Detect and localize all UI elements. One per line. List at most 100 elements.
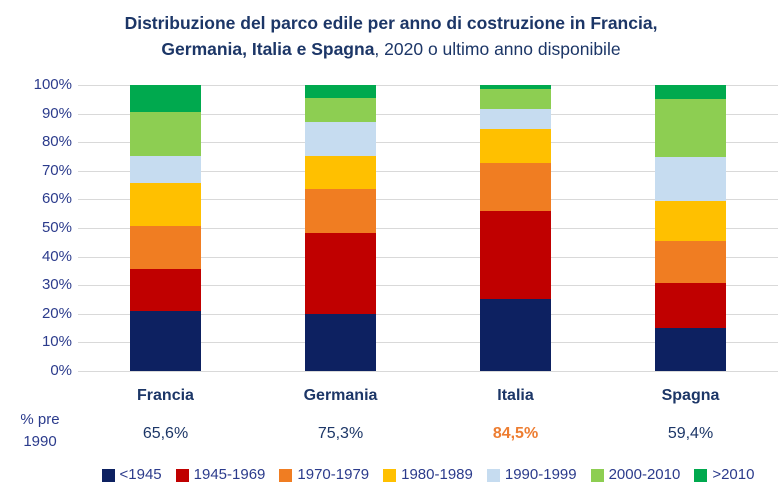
chart-subtitle: , 2020 o ultimo anno disponibile xyxy=(374,39,621,59)
y-tick-label: 90% xyxy=(41,104,72,122)
category-cell: Italia xyxy=(428,385,603,407)
segment-1990-1999 xyxy=(480,109,551,130)
chart-title-line2-bold: Germania, Italia e Spagna xyxy=(161,39,375,59)
bar-slot xyxy=(253,85,428,371)
segment-1990-1999 xyxy=(130,155,201,184)
gridline xyxy=(78,228,778,229)
category-label: Spagna xyxy=(661,387,720,404)
legend-swatch-icon xyxy=(590,468,604,482)
category-cell: Spagna xyxy=(603,385,778,407)
legend-label: <1945 xyxy=(119,466,162,483)
segment-1945-1969 xyxy=(480,211,551,299)
segment-1980-1989 xyxy=(655,201,726,242)
y-tick-label: 20% xyxy=(41,304,72,322)
bars-container xyxy=(78,85,778,371)
legend-label: 2000-2010 xyxy=(608,466,681,483)
segment-1945-1969 xyxy=(130,269,201,311)
segment-1990-1999 xyxy=(655,156,726,202)
legend-item: <1945 xyxy=(101,466,162,484)
category-label: Italia xyxy=(497,387,534,404)
segment-1945-1969 xyxy=(305,232,376,314)
category-cell: Francia xyxy=(78,385,253,407)
segment-1970-1979 xyxy=(655,241,726,283)
pre1990-row-label-line2: 1990 xyxy=(23,433,57,450)
legend-item: 2000-2010 xyxy=(590,466,681,484)
pre1990-values-row: 65,6% 75,3% 84,5% 59,4% xyxy=(78,423,778,445)
legend-swatch-icon xyxy=(101,468,115,482)
legend-item: 1980-1989 xyxy=(383,466,473,484)
segment-1945-1969 xyxy=(655,282,726,329)
gridline xyxy=(78,170,778,172)
category-cell: Germania xyxy=(253,385,428,407)
legend-item: 1970-1979 xyxy=(279,466,369,484)
bar-slot xyxy=(428,85,603,371)
y-tick-label: 50% xyxy=(41,219,72,236)
legend-item: >2010 xyxy=(694,466,754,484)
category-label: Germania xyxy=(303,387,378,404)
legend-swatch-icon xyxy=(383,468,397,482)
pre1990-value-cell: 75,3% xyxy=(253,423,428,445)
segment-1980-1989 xyxy=(480,129,551,163)
segment-1980-1989 xyxy=(130,183,201,227)
x-axis-labels: Francia Germania Italia Spagna xyxy=(78,385,778,407)
segment-1970-1979 xyxy=(480,162,551,212)
pre1990-row-label-line1: % pre xyxy=(20,411,60,428)
gridline xyxy=(78,285,778,287)
gridline xyxy=(78,142,778,144)
y-tick-label: 100% xyxy=(33,76,72,93)
chart-title: Distribuzione del parco edile per anno d… xyxy=(0,10,782,62)
pre1990-value-cell: 84,5% xyxy=(428,423,603,445)
gridline xyxy=(78,85,778,86)
segment->2010 xyxy=(130,85,201,113)
segment->2010 xyxy=(655,85,726,100)
bar-germania xyxy=(305,85,376,371)
segment-<1945 xyxy=(305,313,376,371)
legend-item: 1945-1969 xyxy=(175,466,266,484)
gridline xyxy=(78,313,778,315)
legend-swatch-icon xyxy=(279,468,293,482)
legend: <1945 1945-1969 1970-1979 1980-1989 1990-199… xyxy=(78,466,778,484)
chart-title-line1: Distribuzione del parco edile per anno d… xyxy=(124,13,658,33)
y-tick-label: 70% xyxy=(41,161,72,179)
legend-swatch-icon xyxy=(694,468,708,482)
segment-<1945 xyxy=(480,298,551,371)
gridline xyxy=(78,371,778,372)
pre1990-value: 84,5% xyxy=(492,425,539,442)
segment->2010 xyxy=(480,85,551,90)
segment-2000-2010 xyxy=(305,97,376,122)
category-label: Francia xyxy=(137,387,194,404)
legend-label: >2010 xyxy=(712,466,755,483)
segment-<1945 xyxy=(655,328,726,371)
segment-1970-1979 xyxy=(130,226,201,270)
segment-2000-2010 xyxy=(130,112,201,156)
bar-slot xyxy=(78,85,253,371)
gridline xyxy=(78,256,778,258)
legend-label: 1980-1989 xyxy=(401,466,473,483)
segment-2000-2010 xyxy=(480,89,551,110)
legend-label: 1970-1979 xyxy=(297,466,370,483)
pre1990-value: 75,3% xyxy=(317,425,364,442)
legend-label: 1990-1999 xyxy=(504,466,577,483)
pre1990-row-label: % pre 1990 xyxy=(4,409,76,453)
legend-swatch-icon xyxy=(175,468,189,482)
pre1990-value: 59,4% xyxy=(667,425,714,442)
bar-spagna xyxy=(655,85,726,371)
pre1990-value-cell: 65,6% xyxy=(78,423,253,445)
segment-1990-1999 xyxy=(305,121,376,156)
segment-1980-1989 xyxy=(305,155,376,189)
y-tick-label: 30% xyxy=(41,276,72,294)
gridline xyxy=(78,199,778,201)
segment-<1945 xyxy=(130,310,201,371)
legend-item: 1990-1999 xyxy=(486,466,577,484)
legend-label: 1945-1969 xyxy=(193,466,266,483)
plot-area xyxy=(78,85,778,372)
y-tick-label: 40% xyxy=(41,247,72,265)
y-tick-label: 80% xyxy=(41,133,72,151)
segment-2000-2010 xyxy=(655,99,726,157)
bar-slot xyxy=(603,85,778,371)
pre1990-value-cell: 59,4% xyxy=(603,423,778,445)
segment->2010 xyxy=(305,85,376,98)
pre1990-value: 65,6% xyxy=(142,425,189,442)
bar-francia xyxy=(130,85,201,371)
